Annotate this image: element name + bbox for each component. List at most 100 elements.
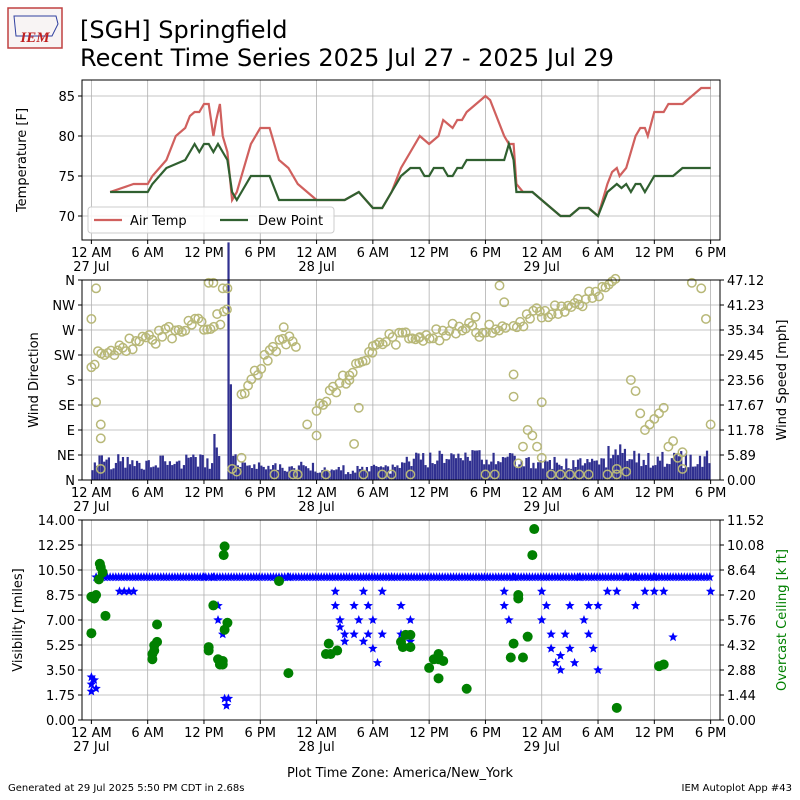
- wind-direction-point: [635, 408, 646, 419]
- wind-speed-bar: [586, 459, 589, 480]
- visibility-point: [579, 615, 589, 624]
- wind-direction-point: [288, 469, 299, 480]
- wind-speed-bar: [354, 472, 357, 480]
- wind-speed-bar: [673, 452, 676, 480]
- wind-speed-bar: [398, 467, 401, 480]
- visibility-point: [504, 615, 514, 624]
- x-tick-label: 6 PM: [245, 726, 276, 741]
- wind-speed-bar: [361, 466, 364, 480]
- wind-speed-bar: [501, 456, 505, 480]
- ceiling-point: [86, 628, 97, 639]
- wind-speed-bar: [227, 242, 230, 480]
- wind-direction-point: [262, 355, 273, 366]
- wind-direction-point: [534, 306, 545, 317]
- wind-direction-point: [564, 469, 575, 480]
- wind-direction-point: [292, 469, 303, 480]
- wind-speed-bar: [363, 470, 366, 480]
- wind-direction-point: [358, 469, 369, 480]
- wind-speed-bar: [422, 453, 425, 480]
- wind-direction-point: [611, 463, 622, 474]
- wind-speed-bar: [262, 466, 265, 480]
- visibility-tick-label: 10.50: [38, 564, 75, 579]
- wind-speed-bar: [128, 464, 132, 480]
- wind-speed-bar: [412, 458, 415, 480]
- visibility-point: [537, 615, 547, 624]
- wind-direction-point: [215, 319, 226, 330]
- wind-speed-bar: [661, 451, 664, 480]
- wind-direction-point: [95, 433, 106, 444]
- wind-speed-bar: [410, 466, 413, 480]
- visibility-point: [349, 600, 359, 610]
- wind-speed-bar: [607, 445, 610, 480]
- wind-direction-point: [405, 469, 416, 480]
- wind-direction-point: [208, 277, 219, 288]
- x-date-label: 27 Jul: [73, 500, 109, 515]
- wind-speed-bar: [171, 465, 174, 480]
- x-date-label: 28 Jul: [298, 500, 334, 515]
- wind-speed-bar: [370, 466, 373, 480]
- wind-direction-point: [494, 280, 505, 291]
- wind-speed-bar: [91, 470, 94, 480]
- wind-direction-point: [489, 469, 500, 480]
- wind-direction-point: [404, 333, 414, 344]
- visibility-point: [363, 600, 373, 610]
- x-date-label: 27 Jul: [73, 260, 109, 275]
- visibility-point: [541, 600, 552, 610]
- wind-speed-bar: [274, 463, 277, 480]
- wind-speed-bar: [351, 470, 354, 480]
- wind-speed-bar: [403, 462, 406, 480]
- wind-direction-point: [397, 327, 408, 338]
- y-axis-label-right: Wind Speed [mph]: [775, 320, 790, 441]
- plot-frame: [81, 519, 721, 721]
- wind-direction-point: [499, 297, 510, 308]
- ceiling-tick-label: 10.08: [727, 539, 764, 554]
- wind-direction-point: [549, 300, 560, 311]
- wind-direction-point: [700, 313, 711, 324]
- wind-speed-bar: [443, 462, 446, 480]
- x-tick-label: 6 PM: [470, 726, 501, 741]
- x-tick-label: 12 PM: [634, 486, 674, 501]
- wind-direction-point: [337, 370, 348, 381]
- wind-speed-bar: [297, 465, 300, 480]
- wind-speed-bar: [656, 456, 659, 480]
- wind-direction-point: [167, 333, 178, 344]
- wind-speed-bar: [466, 456, 469, 480]
- visibility-point: [705, 586, 716, 596]
- wind-speed-tick-label: 47.12: [727, 274, 764, 289]
- wind-direction-point: [518, 441, 528, 452]
- wind-direction-point: [290, 341, 301, 352]
- wind-speed-bar: [447, 459, 451, 480]
- wind-speed-bar: [133, 466, 136, 480]
- wind-direction-point: [663, 441, 674, 452]
- wind-speed-tick-label: 0.00: [727, 474, 756, 489]
- wind-direction-point: [437, 325, 448, 336]
- visibility-point: [659, 586, 669, 596]
- wind-speed-bar: [281, 467, 284, 480]
- wind-speed-bar: [541, 468, 544, 480]
- ceiling-point: [658, 659, 669, 670]
- ceiling-tick-label: 11.52: [727, 514, 764, 529]
- ceiling-point: [283, 668, 294, 679]
- wind-direction-point: [157, 331, 168, 342]
- wind-speed-tick-label: 11.78: [727, 424, 764, 439]
- wind-speed-tick-label: 29.45: [727, 349, 764, 364]
- wind-speed-bar: [164, 461, 167, 480]
- visibility-point: [602, 586, 613, 596]
- visibility-point: [119, 586, 129, 596]
- visibility-tick-label: 3.50: [46, 664, 75, 679]
- wind-speed-bar: [105, 459, 108, 480]
- wind-speed-bar: [290, 466, 293, 480]
- wind-speed-bar: [175, 461, 179, 480]
- wind-speed-bar: [206, 458, 209, 480]
- wind-speed-bar: [534, 468, 537, 480]
- ceiling-tick-label: 1.44: [727, 689, 756, 704]
- visibility-tick-label: 8.75: [46, 589, 75, 604]
- wind-speed-bar: [396, 465, 399, 480]
- visibility-tick-label: 0.00: [46, 714, 75, 729]
- wind-speed-bar: [703, 456, 706, 480]
- ceiling-point: [222, 617, 233, 628]
- ceiling-point: [505, 652, 516, 663]
- visibility-point: [649, 572, 660, 582]
- air-temp-line: [109, 86, 711, 218]
- wind-direction-tick-label: SE: [59, 399, 75, 414]
